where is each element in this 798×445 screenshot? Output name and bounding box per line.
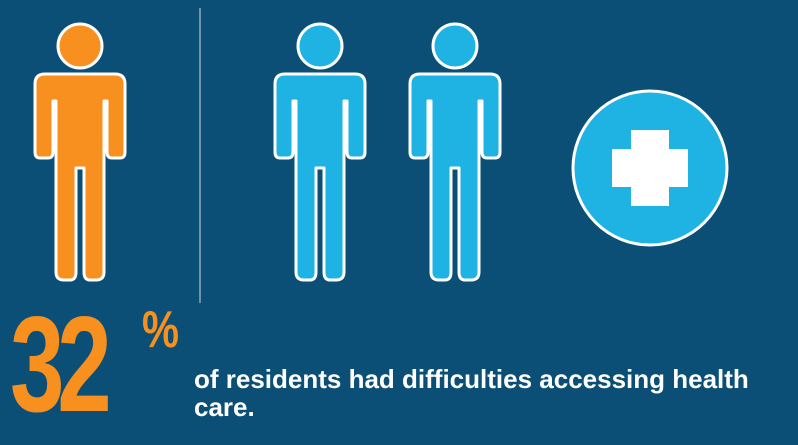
- person-icon-highlighted: [33, 22, 127, 282]
- stat-caption: of residents had difficulties accessing …: [194, 364, 749, 422]
- person-icon: [408, 22, 502, 282]
- stat-value: 32: [10, 288, 112, 440]
- stat-percent-sign: %: [142, 301, 179, 359]
- person-icon: [273, 22, 367, 282]
- medical-cross-icon: [571, 89, 729, 247]
